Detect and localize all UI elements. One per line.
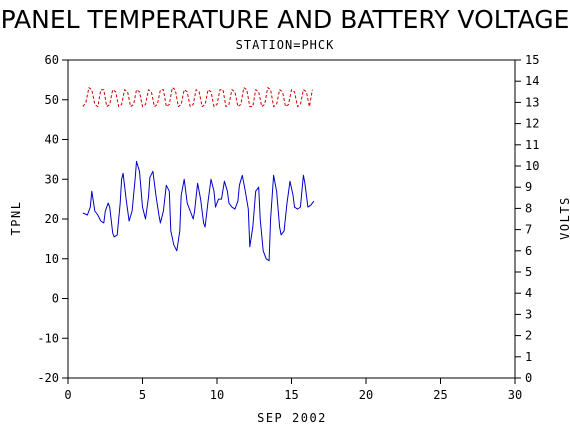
y-tick-label: -20 bbox=[37, 371, 59, 385]
y2-tick-label: 6 bbox=[525, 244, 532, 258]
x-tick-label: 5 bbox=[139, 388, 146, 402]
y2-tick-label: 7 bbox=[525, 223, 532, 237]
y2-tick-label: 15 bbox=[525, 53, 539, 67]
y-tick-label: 10 bbox=[45, 252, 59, 266]
y-tick-label: 50 bbox=[45, 93, 59, 107]
x-tick-label: 20 bbox=[359, 388, 373, 402]
y2-tick-label: 3 bbox=[525, 307, 532, 321]
y2-tick-label: 11 bbox=[525, 138, 539, 152]
y2-tick-label: 12 bbox=[525, 117, 539, 131]
y-axis-left: -20 -10 0 10 20 30 40 50 60 bbox=[37, 53, 68, 385]
y2-tick-label: 4 bbox=[525, 286, 532, 300]
series-layer bbox=[82, 87, 315, 262]
y-tick-label: 60 bbox=[45, 53, 59, 67]
series-line-2 bbox=[82, 87, 313, 108]
plot-frame bbox=[67, 59, 516, 379]
y-tick-label: 40 bbox=[45, 133, 59, 147]
y2-tick-label: 14 bbox=[525, 74, 539, 88]
y2-tick-label: 13 bbox=[525, 95, 539, 109]
x-axis: 0 5 10 15 20 25 30 bbox=[64, 378, 522, 402]
y2-tick-label: 10 bbox=[525, 159, 539, 173]
chart-subtitle: STATION=PHCK bbox=[236, 38, 335, 52]
y-tick-label: 20 bbox=[45, 212, 59, 226]
y2-tick-label: 8 bbox=[525, 201, 532, 215]
x-tick-label: 10 bbox=[210, 388, 224, 402]
chart-title: PANEL TEMPERATURE AND BATTERY VOLTAGE bbox=[1, 5, 570, 34]
x-axis-label: SEP 2002 bbox=[257, 411, 327, 425]
y2-tick-label: 0 bbox=[525, 371, 532, 385]
x-tick-label: 15 bbox=[284, 388, 298, 402]
y2-tick-label: 1 bbox=[525, 350, 532, 364]
y-tick-label: 30 bbox=[45, 172, 59, 186]
series-line-1 bbox=[82, 160, 315, 262]
y2-tick-label: 9 bbox=[525, 180, 532, 194]
y-axis-label-right: VOLTS bbox=[558, 196, 570, 240]
x-tick-label: 25 bbox=[433, 388, 447, 402]
y-tick-label: 0 bbox=[52, 292, 59, 306]
x-tick-label: 0 bbox=[64, 388, 71, 402]
y2-tick-label: 5 bbox=[525, 265, 532, 279]
y2-tick-label: 2 bbox=[525, 329, 532, 343]
y-axis-label-left: TPNL bbox=[9, 201, 23, 236]
y-tick-label: -10 bbox=[37, 331, 59, 345]
x-tick-label: 30 bbox=[508, 388, 522, 402]
